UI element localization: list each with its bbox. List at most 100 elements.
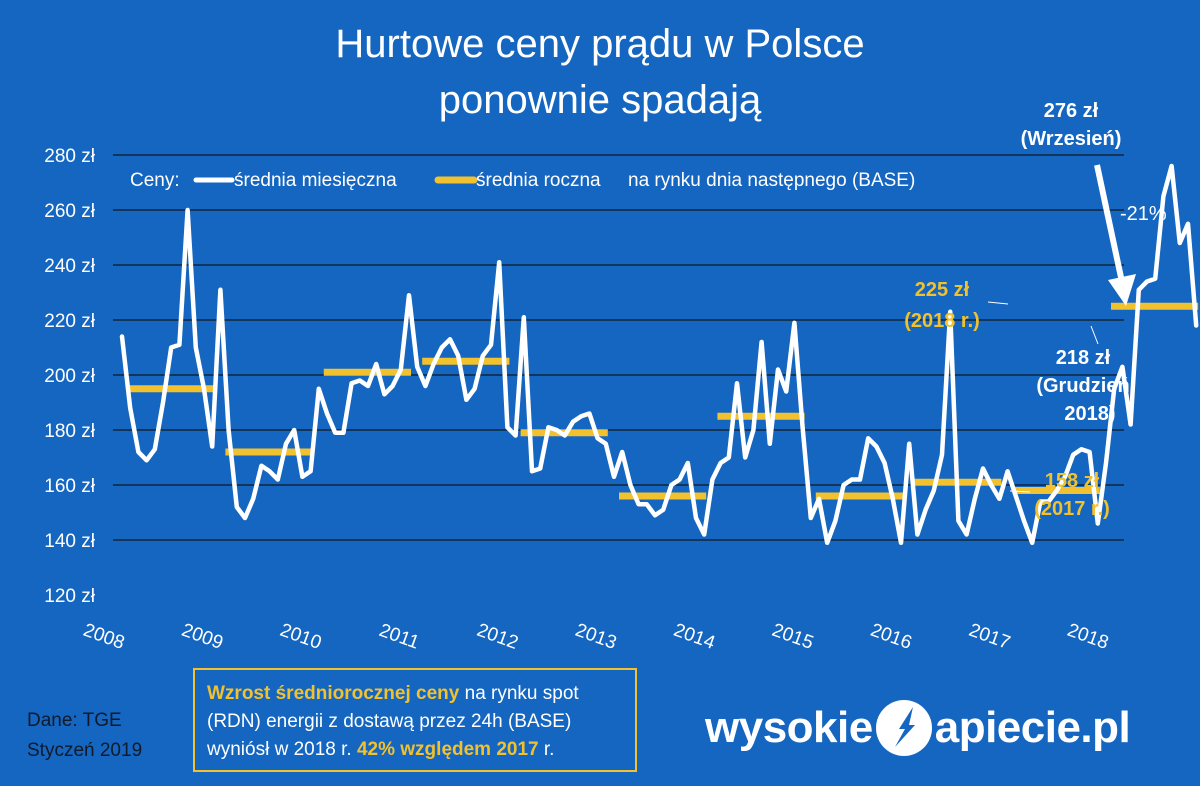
monthly-point	[743, 455, 747, 460]
dec-2018-leader	[1090, 325, 1099, 345]
legend-suffix: na rynku dnia następnego (BASE)	[628, 170, 915, 191]
y-axis-ticks: 120 zł 140 zł 160 zł 180 zł 200 zł 220 zł 240 …	[44, 146, 95, 607]
source-line1: Dane: TGE	[27, 710, 122, 731]
site-logo: wysokie apiecie.pl	[705, 698, 1131, 758]
monthly-point	[727, 455, 731, 460]
monthly-point	[1038, 499, 1042, 504]
monthly-point	[1088, 450, 1092, 454]
monthly-point	[489, 343, 493, 347]
monthly-point	[128, 406, 132, 410]
monthly-point	[169, 345, 173, 350]
monthly-point	[1079, 447, 1083, 451]
monthly-point	[735, 381, 739, 385]
monthly-point	[587, 411, 592, 416]
monthly-point	[325, 411, 329, 416]
monthly-point	[792, 321, 797, 325]
monthly-point	[579, 414, 583, 418]
monthly-point	[1022, 519, 1026, 523]
y-tick-label: 260 zł	[44, 201, 95, 222]
monthly-point	[833, 519, 838, 523]
monthly-point	[546, 425, 551, 429]
avg-2017-leader	[1009, 490, 1031, 493]
monthly-point	[571, 420, 575, 424]
monthly-point	[760, 340, 764, 344]
monthly-point	[341, 431, 345, 435]
info-part3: 42% względem 2017	[356, 739, 539, 760]
monthly-point	[456, 354, 460, 358]
monthly-point	[514, 433, 518, 438]
monthly-point	[284, 442, 288, 446]
monthly-point	[391, 384, 395, 388]
monthly-point	[784, 389, 788, 394]
y-tick-label: 120 zł	[44, 586, 95, 607]
monthly-point	[620, 450, 624, 454]
drop-arrow-head	[1108, 274, 1136, 306]
y-tick-label: 220 zł	[44, 311, 95, 332]
monthly-point	[333, 431, 337, 435]
x-tick-label: 2008	[80, 620, 127, 654]
monthly-point	[866, 436, 870, 440]
monthly-point	[1129, 422, 1133, 427]
monthly-point	[1047, 499, 1051, 504]
monthly-point	[924, 508, 928, 512]
monthly-point	[358, 378, 362, 383]
monthly-point	[530, 469, 534, 473]
monthly-point	[1170, 164, 1174, 168]
monthly-point	[161, 400, 165, 405]
monthly-point	[268, 469, 272, 473]
monthly-point	[817, 497, 821, 501]
monthly-point	[538, 466, 542, 471]
drop-arrow-shaft	[1094, 164, 1125, 283]
monthly-point	[891, 497, 895, 501]
monthly-point	[973, 497, 977, 501]
y-tick-label: 280 zł	[44, 146, 95, 167]
monthly-point	[382, 392, 386, 396]
gridlines	[113, 154, 1124, 541]
monthly-point	[1153, 277, 1157, 281]
logo-text-left: wysokie	[705, 703, 873, 752]
x-tick-label: 2016	[868, 620, 915, 654]
monthly-point	[1194, 323, 1198, 328]
monthly-points	[120, 164, 1198, 545]
info-box: Wzrost średniorocznej ceny na rynku spot…	[193, 668, 637, 772]
monthly-point	[481, 354, 485, 358]
monthly-point	[825, 541, 829, 545]
monthly-point	[669, 483, 674, 487]
monthly-point	[300, 475, 304, 479]
monthly-point	[710, 477, 715, 482]
monthly-point	[874, 444, 879, 449]
monthly-point	[1112, 387, 1116, 391]
monthly-point	[1178, 241, 1182, 245]
monthly-point	[120, 334, 124, 339]
monthly-point	[1161, 194, 1165, 198]
monthly-point	[989, 483, 993, 487]
monthly-point	[210, 444, 214, 449]
monthly-point	[276, 477, 280, 482]
x-tick-label: 2012	[474, 620, 521, 654]
y-tick-label: 240 zł	[44, 256, 95, 277]
info-part1: Wzrost średniorocznej ceny	[207, 683, 460, 704]
chart-title-line1: Hurtowe ceny prądu w Polsce	[335, 22, 865, 66]
info-part2: na rynku spot (RDN) energii z dostawą pr…	[207, 683, 579, 760]
monthly-point	[423, 384, 427, 388]
monthly-average-line	[119, 163, 1199, 546]
monthly-point	[563, 433, 567, 438]
chart-title-line2: ponownie spadają	[438, 78, 762, 122]
monthly-point	[497, 260, 501, 264]
x-tick-label: 2014	[671, 620, 718, 654]
monthly-point	[555, 428, 559, 432]
monthly-point	[432, 362, 436, 366]
monthly-point	[1006, 469, 1010, 473]
monthly-point	[259, 464, 263, 468]
monthly-point	[1104, 461, 1108, 465]
monthly-point	[292, 428, 296, 432]
avg-2018-leader	[987, 301, 1009, 305]
annotations: 276 zł (Wrzesień) -21% 225 zł (2018 r.) …	[904, 100, 1167, 520]
monthly-point	[186, 208, 190, 212]
monthly-point	[596, 436, 600, 440]
legend-annual-label: średnia roczna	[476, 170, 601, 191]
monthly-point	[678, 477, 682, 482]
monthly-point	[899, 541, 903, 545]
monthly-point	[505, 425, 509, 429]
